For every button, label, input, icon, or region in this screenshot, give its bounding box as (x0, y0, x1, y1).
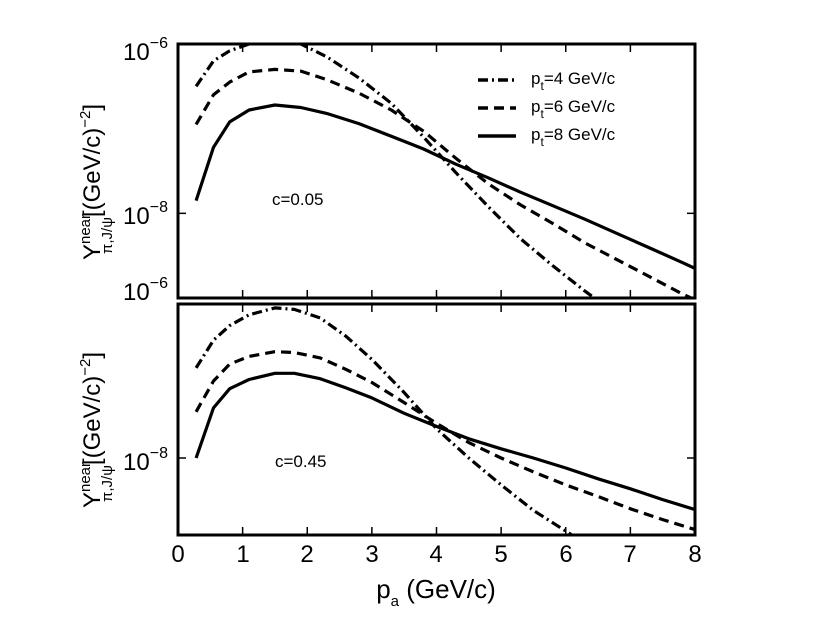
bottom-series-p-t-6-gev-c (196, 352, 695, 530)
top-ylabel: Ynearπ,J/ψ[(GeV/c)−2] (77, 104, 116, 260)
top-ytick-label-1e-6: 10−6 (123, 35, 168, 66)
bottom-annotation-c: c=0.45 (275, 452, 327, 471)
legend-label-pt6: pt=6 GeV/c (531, 97, 616, 121)
xtick-label-5: 5 (494, 541, 507, 568)
bottom-series-p-t-8-gev-c (196, 373, 695, 509)
top-panel-yticks (178, 44, 695, 213)
bottom-ylabel: Ynearπ,J/ψ[(GeV/c)−2] (77, 352, 116, 508)
legend-label-pt8: pt=8 GeV/c (531, 125, 616, 149)
xtick-label-6: 6 (559, 541, 572, 568)
xtick-label-0: 0 (171, 541, 184, 568)
top-panel: 10−6 10−8 c=0.05 pt=4 GeV/c pt=6 GeV/c p… (77, 35, 695, 374)
xtick-label-7: 7 (623, 541, 636, 568)
legend-label-pt4: pt=4 GeV/c (531, 69, 616, 93)
xtick-label-2: 2 (300, 541, 313, 568)
xtick-label-8: 8 (688, 541, 701, 568)
bottom-panel-xticks (178, 44, 695, 535)
top-panel-curves (196, 40, 695, 374)
top-series-p-t-8-gev-c (196, 105, 695, 268)
legend: pt=4 GeV/c pt=6 GeV/c pt=8 GeV/c (478, 69, 616, 149)
bottom-panel-frame (178, 304, 695, 535)
top-annotation-c: c=0.05 (272, 190, 324, 209)
bottom-ytick-label-1e-6: 10−6 (123, 275, 168, 306)
xtick-label-3: 3 (365, 541, 378, 568)
bottom-ytick-label-1e-8: 10−8 (123, 445, 168, 476)
top-series-p-t-6-gev-c (196, 69, 695, 299)
top-ytick-label-1e-8: 10−8 (123, 199, 168, 230)
bottom-panel-yticks (178, 304, 695, 458)
top-series-p-t-4-gev-c (196, 40, 695, 374)
x-axis-label: pa (GeV/c) (376, 574, 496, 610)
xtick-label-1: 1 (236, 541, 249, 568)
figure: 10−6 10−8 c=0.05 pt=4 GeV/c pt=6 GeV/c p… (0, 0, 830, 625)
xtick-label-4: 4 (429, 541, 442, 568)
bottom-panel-curves (196, 308, 695, 597)
